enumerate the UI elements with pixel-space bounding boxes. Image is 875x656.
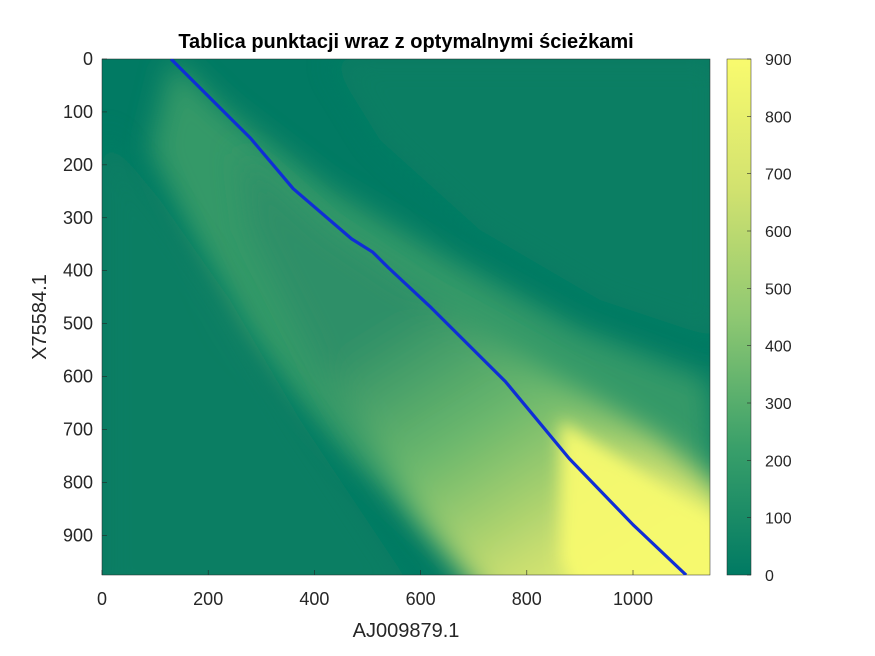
x-axis-label: AJ009879.1 (353, 620, 460, 642)
colorbar-axis: 0 100 200 300 400 500 600 700 800 900 (747, 52, 792, 585)
y-axis: 0 100 200 300 400 500 600 700 800 900 (63, 49, 107, 545)
y-tick-label: 100 (63, 102, 93, 122)
y-tick-label: 400 (63, 261, 93, 281)
colorbar-tick-label: 700 (765, 167, 792, 184)
colorbar-tick-label: 900 (765, 52, 792, 69)
colorbar-tick-label: 300 (765, 396, 792, 413)
y-tick-label: 900 (63, 525, 93, 545)
heatmap-upper-right-dark (330, 59, 710, 337)
x-tick-label: 1000 (613, 589, 653, 609)
y-tick-label: 0 (83, 49, 93, 69)
x-tick-label: 200 (193, 589, 223, 609)
colorbar-tick-label: 600 (765, 224, 792, 241)
heatmap-band-bright (560, 420, 710, 575)
heatmap-area (102, 59, 710, 575)
x-tick-label: 400 (299, 589, 329, 609)
y-tick-label: 700 (63, 419, 93, 439)
x-tick-label: 800 (512, 589, 542, 609)
heatmap-lower-left-dark (102, 130, 404, 575)
colorbar-tick-label: 100 (765, 511, 792, 528)
y-axis-label: X75584.1 (29, 274, 51, 360)
y-tick-label: 800 (63, 472, 93, 492)
x-tick-label: 600 (406, 589, 436, 609)
plot-frame (101, 58, 711, 576)
y-tick-label: 300 (63, 208, 93, 228)
optimal-path-line (169, 59, 688, 575)
colorbar-tick-label: 200 (765, 453, 792, 470)
chart-title: Tablica punktacji wraz z optymalnymi ści… (178, 31, 633, 53)
y-tick-label: 600 (63, 367, 93, 387)
colorbar-tick-label: 0 (765, 568, 774, 585)
colorbar-tick-label: 800 (765, 109, 792, 126)
colorbar-tick-label: 400 (765, 339, 792, 356)
y-tick-label: 200 (63, 155, 93, 175)
colorbar (726, 58, 752, 576)
x-axis: 0 200 400 600 800 1000 (97, 570, 653, 609)
x-tick-label: 0 (97, 589, 107, 609)
y-tick-label: 500 (63, 314, 93, 334)
colorbar-tick-label: 500 (765, 281, 792, 298)
